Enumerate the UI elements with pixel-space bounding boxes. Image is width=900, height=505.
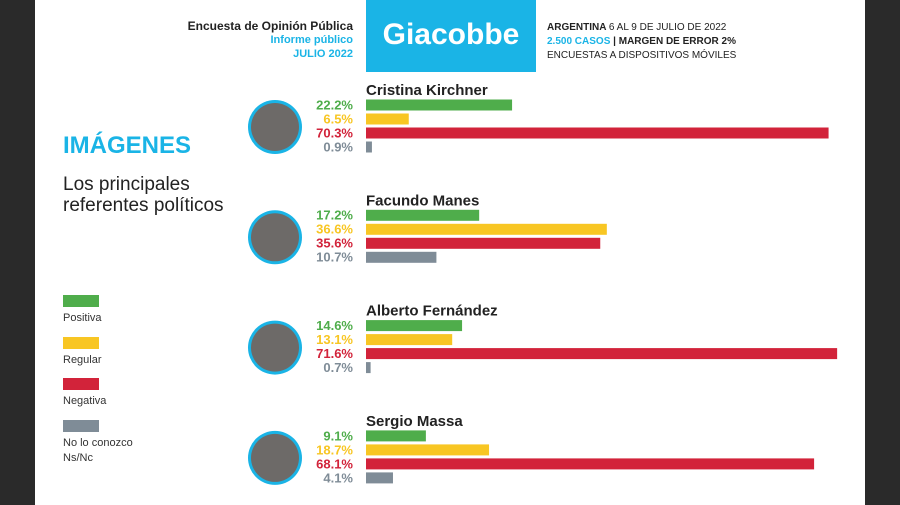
value-label: 0.9% xyxy=(323,139,353,154)
value-label: 13.1% xyxy=(316,332,353,347)
bar xyxy=(366,472,393,484)
brand: Giacobbe xyxy=(383,18,520,51)
legend-swatch xyxy=(63,295,99,307)
bar xyxy=(366,348,838,360)
photo xyxy=(251,433,299,482)
chart-subtitle: Los principales referentes políticos xyxy=(63,174,224,216)
value-label: 4.1% xyxy=(323,470,353,485)
brand-box xyxy=(366,0,536,72)
fieldwork: ARGENTINA 6 AL 9 DE JULIO DE 2022 xyxy=(547,22,726,33)
value-label: 6.5% xyxy=(323,111,353,126)
value-label: 71.6% xyxy=(316,346,353,361)
value-label: 68.1% xyxy=(316,456,353,471)
bar xyxy=(366,444,490,456)
candidate-name: Sergio Massa xyxy=(366,413,463,430)
legend-label: No lo conozco Ns/Nc xyxy=(63,436,133,464)
value-label: 22.2% xyxy=(316,97,353,112)
photo xyxy=(251,213,299,262)
value-label: 0.7% xyxy=(323,360,353,375)
panel xyxy=(35,0,865,505)
candidate-name: Alberto Fernández xyxy=(366,303,498,320)
legend-swatch xyxy=(63,419,99,432)
margin: | MARGEN DE ERROR 2% xyxy=(613,36,736,47)
bar xyxy=(366,223,607,235)
bar xyxy=(366,362,371,374)
value-label: 10.7% xyxy=(316,250,353,265)
bar xyxy=(366,99,513,111)
method: ENCUESTAS A DISPOSITIVOS MÓVILES xyxy=(547,50,737,61)
bar xyxy=(366,209,480,221)
value-label: 35.6% xyxy=(316,236,353,251)
photo xyxy=(251,323,299,372)
legend-label: Negativa xyxy=(63,395,107,407)
cases: 2.500 CASOS xyxy=(547,36,611,47)
photo xyxy=(251,103,299,151)
value-label: 70.3% xyxy=(316,125,353,140)
value-label: 9.1% xyxy=(323,428,353,443)
value-label: 18.7% xyxy=(316,442,353,457)
dates: 6 AL 9 DE JULIO DE 2022 xyxy=(608,22,727,33)
legend-label: Regular xyxy=(63,353,102,366)
value-label: 14.6% xyxy=(316,318,353,333)
survey: Encuesta de Opinión Pública xyxy=(187,19,353,33)
country: ARGENTINA xyxy=(547,22,607,33)
legend-swatch xyxy=(63,378,99,390)
value-label: 36.6% xyxy=(316,222,353,237)
bar xyxy=(366,430,426,442)
bar xyxy=(366,127,829,139)
chart-title: IMÁGENES xyxy=(63,132,192,159)
legend-swatch xyxy=(63,336,99,349)
bar xyxy=(366,141,372,153)
sample: 2.500 CASOS | MARGEN DE ERROR 2% xyxy=(547,36,736,47)
candidate-name: Facundo Manes xyxy=(366,192,479,209)
candidate-name: Cristina Kirchner xyxy=(366,82,488,99)
bar xyxy=(366,458,815,470)
legend-label: Positiva xyxy=(63,312,102,324)
bar xyxy=(366,334,453,346)
bar xyxy=(366,251,437,263)
value-label: 17.2% xyxy=(316,208,353,223)
bar xyxy=(366,237,601,249)
date: JULIO 2022 xyxy=(293,48,353,60)
report: Informe público xyxy=(270,34,354,46)
bar xyxy=(366,113,409,125)
bar xyxy=(366,320,463,332)
